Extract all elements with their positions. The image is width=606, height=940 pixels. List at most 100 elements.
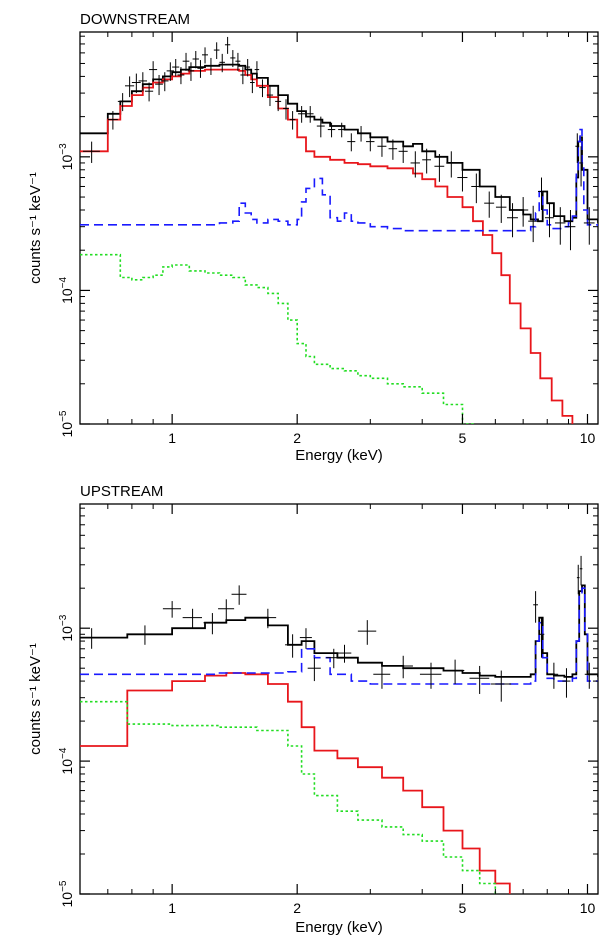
upstream-data-point: [392, 655, 413, 679]
downstream-data-point: [155, 74, 163, 96]
downstream-data-point: [235, 52, 241, 71]
upstream-data-point: [231, 585, 247, 605]
upstream-data-point: [259, 608, 277, 629]
downstream-x-axis-label: Energy (keV): [295, 447, 383, 464]
downstream-data-point: [213, 42, 220, 59]
downstream-data-point: [506, 203, 518, 238]
downstream-data-point: [298, 106, 306, 123]
upstream-model-total-line: [80, 584, 598, 678]
downstream-data-point: [283, 99, 289, 120]
upstream-data-point: [285, 634, 300, 658]
downstream-data-point: [565, 209, 576, 251]
upstream-data-point: [326, 648, 341, 669]
upstream-data-point: [562, 668, 571, 698]
upstream-data-point: [131, 625, 158, 645]
downstream-model-thermal-line: [80, 68, 574, 424]
downstream-x-tick-label: 1: [168, 430, 176, 446]
upstream-y-tick-label: 10−3: [58, 614, 75, 641]
downstream-data-point: [138, 72, 148, 92]
downstream-y-axis-label: counts s⁻¹ keV⁻¹: [27, 172, 44, 284]
upstream-plot-area: [80, 555, 598, 894]
downstream-data-point: [224, 36, 231, 54]
downstream-data-point: [187, 62, 195, 81]
upstream-data-point: [299, 628, 312, 649]
downstream-data-point: [131, 73, 141, 94]
upstream-data-point: [218, 599, 235, 621]
downstream-data-point: [357, 126, 365, 142]
downstream-data-point: [144, 82, 154, 102]
upstream-data-point: [373, 662, 391, 689]
downstream-data-point: [160, 72, 169, 92]
downstream-data-point: [245, 58, 251, 77]
upstream-data-point: [419, 662, 442, 689]
downstream-panel: DOWNSTREAM Energy (keV) counts s⁻¹ keV⁻¹…: [27, 11, 599, 464]
downstream-data-point: [388, 139, 398, 160]
upstream-data-point: [203, 613, 221, 635]
upstream-model-powerlaw-line: [80, 700, 497, 894]
downstream-data-point: [182, 52, 190, 71]
downstream-data-point: [192, 50, 199, 69]
upstream-data-point: [445, 659, 465, 685]
upstream-data-point: [533, 591, 538, 623]
downstream-data-point: [579, 146, 583, 187]
upstream-x-tick-label: 10: [580, 900, 596, 916]
upstream-y-tick-label: 10−4: [58, 747, 75, 774]
downstream-data-point: [208, 57, 214, 75]
downstream-data-point: [149, 61, 158, 80]
downstream-data-point: [338, 122, 346, 138]
upstream-data-point: [549, 662, 559, 689]
downstream-data-point: [197, 60, 204, 78]
downstream-data-point: [471, 173, 482, 204]
upstream-data-point: [469, 665, 490, 694]
upstream-data-point: [357, 620, 377, 645]
downstream-data-point: [275, 93, 282, 112]
downstream-model-total-line: [80, 63, 598, 223]
downstream-data-point: [377, 137, 387, 157]
downstream-data-point: [289, 111, 296, 130]
upstream-plot-frame: [79, 503, 599, 895]
downstream-data-point: [316, 116, 325, 138]
upstream-data-point: [579, 555, 583, 586]
upstream-data-point: [538, 617, 545, 658]
upstream-data-point: [307, 657, 321, 682]
upstream-model-background-line: [80, 587, 598, 685]
downstream-data-point: [82, 141, 100, 163]
upstream-data-point: [337, 644, 352, 663]
downstream-data-point: [554, 207, 566, 245]
downstream-data-point: [457, 166, 468, 192]
downstream-data-point: [219, 53, 225, 73]
downstream-data-point: [124, 76, 135, 98]
downstream-x-tick-label: 5: [459, 430, 467, 446]
upstream-data-points: [80, 555, 594, 702]
downstream-x-tick-label: 10: [580, 430, 596, 446]
downstream-data-point: [117, 93, 128, 112]
downstream-plot-frame: [79, 31, 599, 425]
upstream-data-point: [182, 608, 202, 629]
downstream-y-tick-label: 10−3: [58, 143, 75, 170]
downstream-data-point: [327, 122, 336, 138]
downstream-data-point: [177, 67, 185, 85]
downstream-data-point: [517, 197, 529, 227]
upstream-x-tick-label: 1: [168, 900, 176, 916]
downstream-y-tick-label: 10−5: [58, 410, 75, 437]
downstream-data-point: [434, 154, 445, 182]
upstream-y-axis-label: counts s⁻¹ keV⁻¹: [27, 643, 44, 755]
downstream-data-point: [347, 133, 356, 152]
downstream-data-point: [254, 61, 260, 80]
downstream-data-point: [544, 203, 554, 238]
downstream-data-points: [82, 36, 595, 251]
downstream-data-point: [583, 207, 595, 245]
downstream-data-point: [446, 151, 457, 178]
upstream-y-tick-label: 10−5: [58, 880, 75, 907]
upstream-data-point: [584, 662, 594, 689]
downstream-data-point: [366, 133, 375, 152]
downstream-data-point: [495, 194, 507, 223]
downstream-data-point: [537, 177, 545, 210]
downstream-y-tick-label: 10−4: [58, 276, 75, 303]
downstream-model-powerlaw-line: [80, 253, 474, 424]
downstream-x-tick-label: 2: [293, 430, 301, 446]
downstream-data-point: [528, 205, 538, 243]
downstream-title: DOWNSTREAM: [80, 11, 190, 28]
downstream-model-background-line: [80, 128, 598, 232]
